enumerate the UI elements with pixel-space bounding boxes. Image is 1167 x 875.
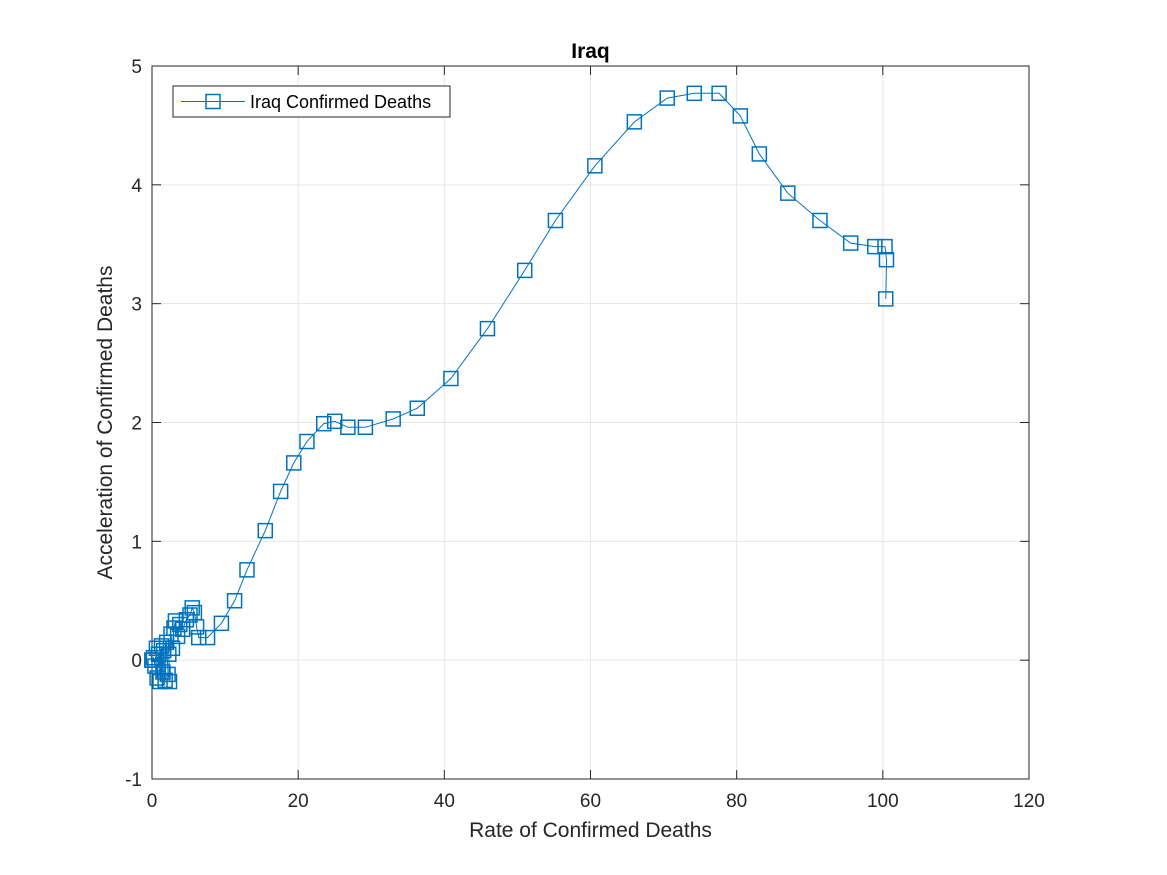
data-point-marker bbox=[161, 646, 177, 662]
data-point-marker bbox=[385, 411, 401, 427]
data-point-marker bbox=[147, 658, 163, 674]
data-point-marker bbox=[780, 185, 796, 201]
data-point-marker bbox=[149, 670, 165, 686]
legend: Iraq Confirmed Deaths bbox=[172, 85, 451, 118]
x-tick-label: 120 bbox=[1013, 791, 1045, 812]
x-tick-label: 100 bbox=[867, 791, 899, 812]
data-point-marker bbox=[226, 593, 243, 609]
data-point-marker bbox=[157, 672, 173, 689]
legend-square-marker bbox=[205, 93, 221, 110]
data-point-marker bbox=[516, 262, 533, 279]
data-point-marker bbox=[191, 629, 207, 646]
data-point-marker bbox=[257, 522, 274, 539]
data-point-marker bbox=[184, 600, 200, 616]
series-line bbox=[151, 92, 888, 682]
data-point-marker bbox=[239, 562, 255, 578]
x-tick-label: 40 bbox=[434, 791, 455, 812]
y-tick-label: 4 bbox=[131, 176, 142, 197]
y-axis-label: Acceleration of Confirmed Deaths bbox=[94, 266, 117, 580]
data-point-marker bbox=[842, 235, 859, 251]
chart-title: Iraq bbox=[571, 40, 610, 63]
y-tick-label: 2 bbox=[131, 414, 142, 435]
y-tick-label: 3 bbox=[131, 295, 142, 316]
data-point-marker bbox=[340, 419, 356, 436]
data-point-marker bbox=[161, 673, 178, 690]
data-point-marker bbox=[299, 433, 315, 450]
data-point-marker bbox=[155, 642, 172, 659]
data-point-marker bbox=[878, 291, 894, 307]
data-point-marker bbox=[409, 400, 426, 416]
data-point-marker bbox=[711, 85, 727, 102]
data-point-marker bbox=[326, 413, 343, 430]
data-point-marker bbox=[164, 640, 181, 657]
x-axis-label: Rate of Confirmed Deaths bbox=[469, 819, 712, 842]
data-point-marker bbox=[213, 615, 230, 632]
data-point-marker bbox=[812, 212, 828, 229]
y-tick-label: 1 bbox=[131, 532, 142, 553]
data-point-marker bbox=[751, 146, 768, 162]
data-point-marker bbox=[878, 251, 895, 268]
data-point-marker bbox=[188, 619, 205, 635]
data-point-marker bbox=[357, 419, 374, 436]
x-tick-label: 0 bbox=[147, 791, 158, 812]
x-tick-label: 20 bbox=[288, 791, 309, 812]
data-point-marker bbox=[877, 238, 893, 255]
data-point-marker bbox=[443, 370, 459, 387]
data-point-marker bbox=[286, 455, 302, 471]
data-point-marker bbox=[686, 85, 703, 102]
data-point-marker bbox=[867, 238, 883, 255]
data-point-marker bbox=[587, 158, 603, 174]
data-point-marker bbox=[199, 629, 216, 646]
data-point-marker bbox=[315, 415, 332, 432]
data-point-marker bbox=[659, 90, 675, 106]
series-layer bbox=[144, 85, 895, 690]
y-tick-label: 0 bbox=[131, 651, 142, 672]
x-tick-label: 80 bbox=[726, 791, 747, 812]
data-point-marker bbox=[479, 320, 496, 337]
y-tick-label: -1 bbox=[125, 770, 142, 791]
x-tick-label: 60 bbox=[580, 791, 601, 812]
data-point-marker bbox=[272, 483, 289, 500]
data-point-marker bbox=[732, 108, 749, 124]
data-point-marker bbox=[626, 114, 643, 130]
legend-entry: Iraq Confirmed Deaths bbox=[250, 92, 431, 112]
y-tick-label: 5 bbox=[131, 57, 142, 78]
data-point-marker bbox=[547, 212, 564, 229]
